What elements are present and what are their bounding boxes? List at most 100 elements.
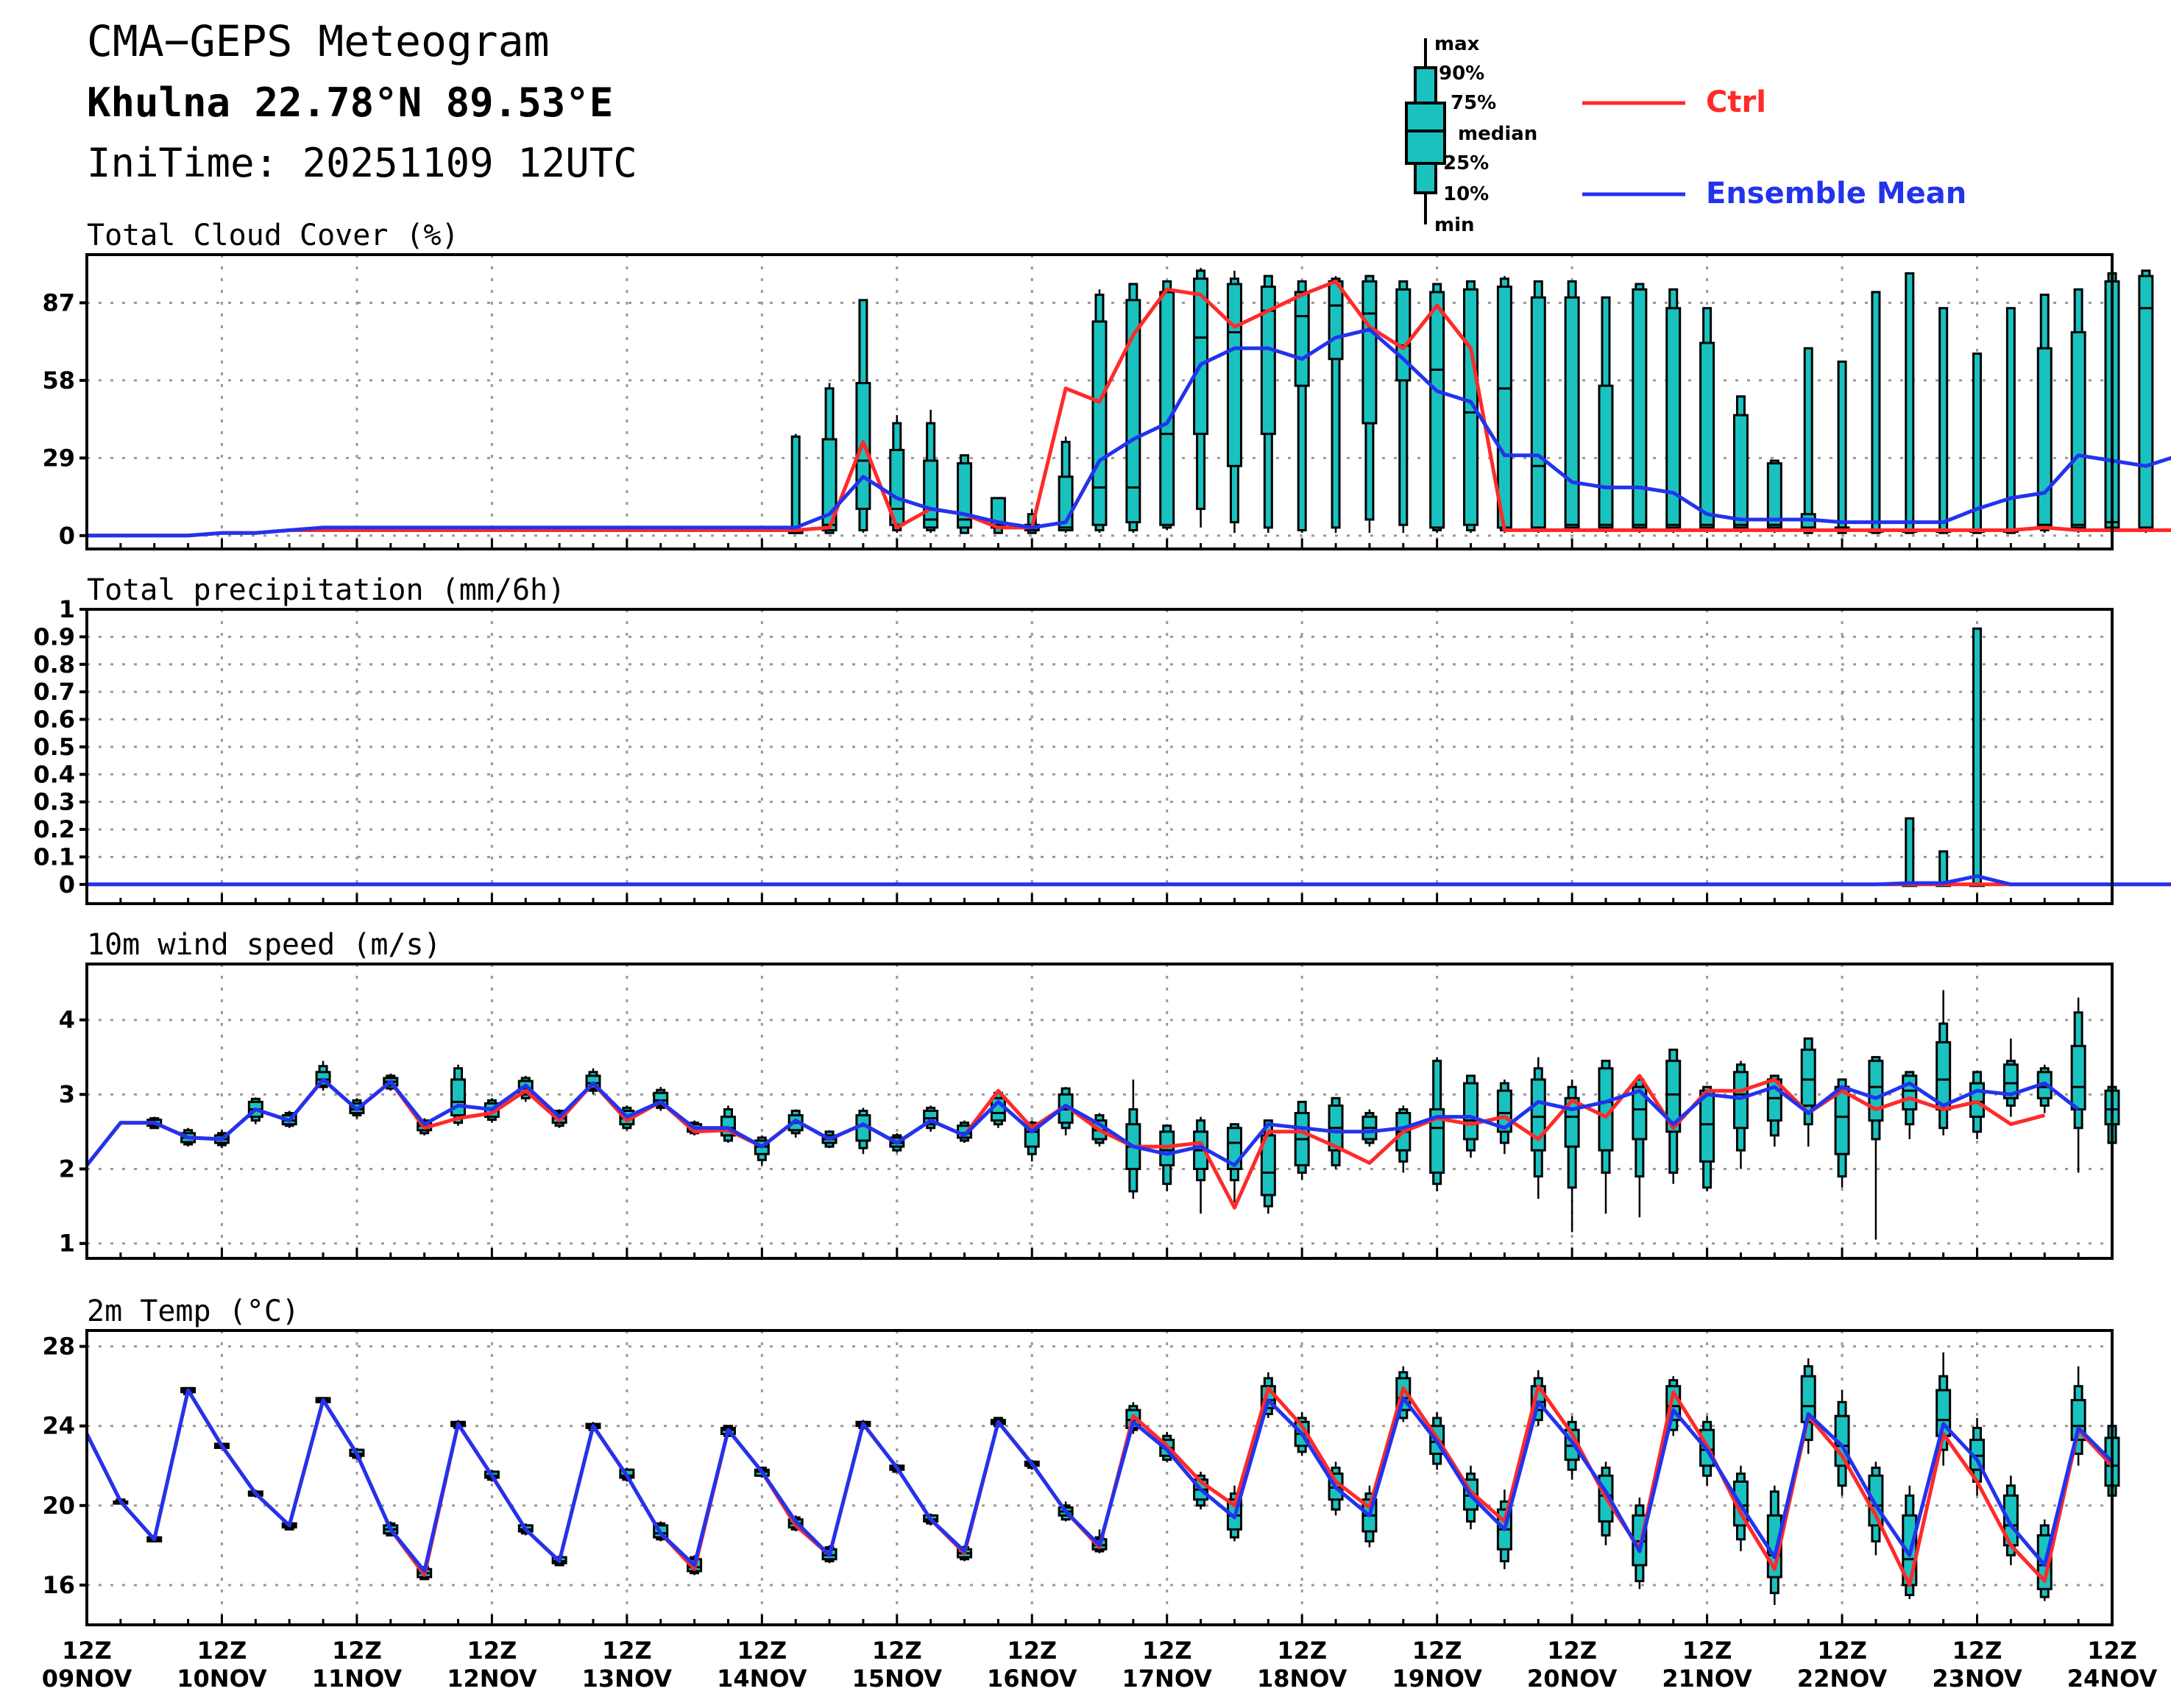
- x-tick-label-date: 14NOV: [717, 1665, 807, 1693]
- x-tick-label-date: 17NOV: [1122, 1665, 1213, 1693]
- x-tick-label-hour: 12Z: [1277, 1637, 1327, 1665]
- ensemble-box: [1193, 1116, 1209, 1214]
- x-tick-label-date: 11NOV: [312, 1665, 403, 1693]
- ensemble-box: [1936, 990, 1952, 1135]
- ensemble-box: [1429, 283, 1445, 534]
- ensemble-mean-series-line: [87, 327, 2171, 538]
- ensemble-box: [1091, 289, 1108, 534]
- legend-p90-label: 90%: [1439, 63, 1484, 85]
- ensemble-box: [1732, 395, 1749, 534]
- ensemble-box: [1361, 274, 1378, 534]
- ensemble-box: [1936, 307, 1952, 534]
- cloud-cover-panel: Total Cloud Cover (%) 0 29 58 87: [42, 219, 2171, 550]
- x-axis-labels: 12Z09NOV12Z10NOV12Z11NOV12Z12NOV12Z13NOV…: [42, 1637, 2158, 1693]
- y-tick-label: 20: [42, 1492, 75, 1520]
- legend-max-label: max: [1434, 33, 1480, 55]
- y-tick-label: 28: [42, 1333, 75, 1361]
- x-tick-label-hour: 12Z: [1817, 1637, 1867, 1665]
- x-tick-label-date: 23NOV: [1932, 1665, 2022, 1693]
- y-tick-label: 0: [59, 871, 75, 899]
- x-tick-label-hour: 12Z: [62, 1637, 112, 1665]
- ensemble-box: [1463, 280, 1479, 534]
- y-tick-label: 1: [59, 595, 75, 623]
- panel-title: Total precipitation (mm/6h): [87, 573, 565, 607]
- ensemble-box: [1361, 1109, 1378, 1147]
- ensemble-box: [2070, 997, 2086, 1173]
- legend-p25-label: 25%: [1443, 152, 1489, 174]
- ensemble-box: [1632, 1078, 1648, 1218]
- x-tick-label-hour: 12Z: [737, 1637, 787, 1665]
- ensemble-box: [889, 415, 905, 534]
- precipitation-panel: Total precipitation (mm/6h) 00.10.20.30.4…: [33, 573, 2171, 905]
- ensemble-box: [1732, 1060, 1749, 1169]
- x-tick-label-hour: 12Z: [1682, 1637, 1732, 1665]
- y-tick-label: 0: [59, 522, 75, 550]
- y-tick-label: 3: [59, 1080, 75, 1108]
- ensemble-box: [1496, 276, 1512, 534]
- ensemble-box: [923, 1105, 939, 1132]
- ensemble-box: [1902, 817, 1918, 887]
- x-tick-label-hour: 12Z: [197, 1637, 247, 1665]
- ensemble-box: [1294, 280, 1310, 534]
- ensemble-box: [855, 1108, 871, 1155]
- panel-frame: [85, 963, 2114, 1260]
- y-tick-label: 0.5: [33, 733, 75, 761]
- panel-title: 2m Temp (°C): [87, 1294, 300, 1328]
- ensemble-box: [1328, 276, 1344, 534]
- x-tick-label-hour: 12Z: [332, 1637, 382, 1665]
- ensemble-box: [1868, 291, 1884, 534]
- x-tick-label-date: 09NOV: [42, 1665, 132, 1693]
- ensemble-box: [957, 454, 973, 534]
- ensemble-box: [855, 299, 871, 534]
- panel-title: Total Cloud Cover (%): [87, 219, 459, 252]
- ctrl-series-line: [87, 279, 2171, 538]
- ensemble-box: [2036, 294, 2053, 534]
- y-tick-label: 2: [59, 1155, 75, 1183]
- ensemble-box: [1058, 436, 1074, 534]
- ensemble-box: [1936, 1352, 1952, 1466]
- ensemble-box: [1530, 280, 1546, 534]
- temperature-panel: 2m Temp (°C) 16 20 24 28: [42, 1294, 2120, 1626]
- ensemble-box: [1125, 283, 1141, 534]
- panel-frame: [85, 253, 2114, 550]
- ensemble-box: [1193, 268, 1209, 528]
- x-tick-label-date: 22NOV: [1797, 1665, 1888, 1693]
- x-tick-label-hour: 12Z: [2087, 1637, 2137, 1665]
- figure-title: CMA−GEPS Meteogram: [87, 16, 550, 66]
- ensemble-box: [1699, 1085, 1715, 1191]
- x-tick-label-hour: 12Z: [602, 1637, 652, 1665]
- location-label: Khulna 22.78°N 89.53°E: [87, 79, 613, 126]
- y-tick-label: 1: [59, 1230, 75, 1258]
- panel-frame: [85, 608, 2114, 905]
- ensemble-box: [1665, 1048, 1682, 1184]
- legend-mean-label: Ensemble Mean: [1706, 177, 1966, 210]
- ensemble-box: [1294, 1100, 1310, 1180]
- legend-p75-label: 75%: [1451, 92, 1496, 114]
- ensemble-mean-series-line: [87, 874, 2171, 887]
- y-tick-label: 0.2: [33, 815, 75, 843]
- ensemble-box: [720, 1105, 736, 1144]
- ensemble-box: [1564, 280, 1580, 534]
- ensemble-box: [1395, 1105, 1412, 1173]
- y-tick-label: 29: [42, 444, 75, 472]
- y-tick-label: 0.7: [33, 678, 75, 706]
- y-tick-label: 16: [42, 1571, 75, 1599]
- panel-title: 10m wind speed (m/s): [87, 928, 442, 962]
- x-tick-label-hour: 12Z: [872, 1637, 922, 1665]
- ensemble-box: [2138, 269, 2154, 534]
- ensemble-box: [1125, 1079, 1141, 1199]
- ensemble-box: [1395, 280, 1412, 534]
- x-tick-label-hour: 12Z: [1142, 1637, 1192, 1665]
- panel-frame: [85, 1329, 2114, 1626]
- ensemble-box: [1902, 272, 1918, 534]
- init-time-label: IniTime: 20251109 12UTC: [87, 140, 637, 186]
- y-tick-label: 87: [42, 288, 75, 316]
- legend-min-label: min: [1434, 214, 1475, 236]
- ensemble-box: [787, 433, 804, 534]
- x-tick-label-date: 19NOV: [1392, 1665, 1482, 1693]
- ensemble-box: [2002, 1038, 2019, 1117]
- y-tick-label: 0.4: [33, 760, 75, 788]
- ensemble-box: [1699, 307, 1715, 534]
- ensemble-box: [923, 409, 939, 534]
- ensemble-box: [1260, 274, 1276, 534]
